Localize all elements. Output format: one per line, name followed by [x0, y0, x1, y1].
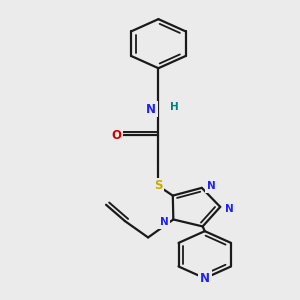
Text: N: N	[160, 217, 169, 227]
Text: N: N	[207, 181, 215, 191]
Text: N: N	[146, 103, 156, 116]
Text: O: O	[111, 129, 121, 142]
Text: H: H	[170, 103, 179, 112]
Text: N: N	[225, 203, 234, 214]
Text: N: N	[200, 272, 210, 285]
Text: S: S	[154, 179, 163, 193]
